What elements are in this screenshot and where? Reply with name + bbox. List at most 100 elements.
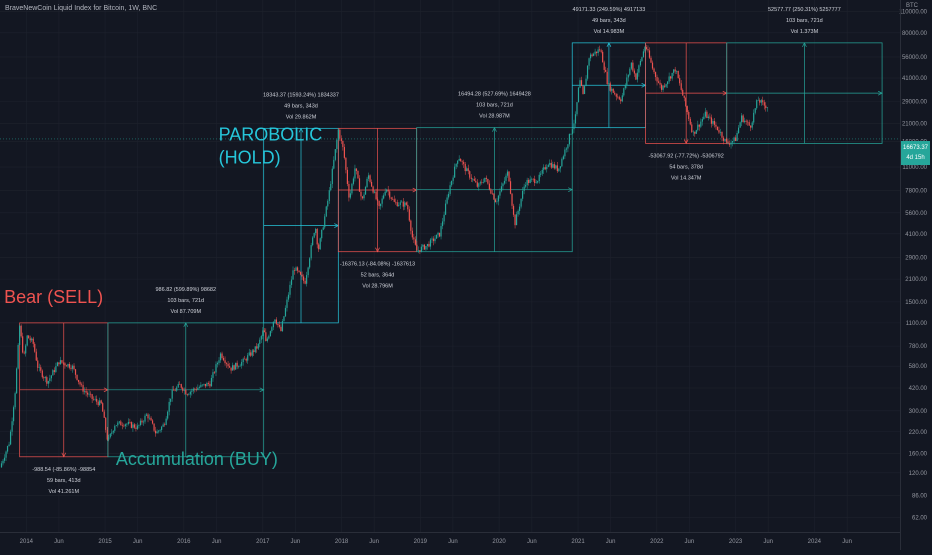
candle-body (183, 389, 185, 391)
candle-body (309, 258, 311, 268)
candle-body (293, 270, 296, 271)
candle-body (227, 363, 229, 367)
candle-body (150, 417, 152, 421)
candle-body (25, 345, 27, 354)
candle-body (531, 178, 533, 180)
candle-body (188, 394, 190, 396)
time-tick-label: Jun (527, 539, 537, 545)
candle-body (129, 422, 131, 423)
candle-body (58, 362, 60, 365)
candle-body (623, 88, 625, 96)
candle-body (722, 137, 725, 141)
candle-body (318, 244, 320, 250)
candle-body (583, 86, 586, 94)
candle-body (431, 238, 433, 240)
annotation-label: (HOLD) (219, 147, 281, 167)
candle-body (244, 358, 246, 360)
candle-body (390, 197, 392, 199)
candle-body (381, 198, 383, 204)
candle-body (330, 184, 332, 191)
candle-body (508, 171, 510, 182)
candle-body (141, 420, 143, 423)
candle-body (201, 384, 203, 386)
candle-body (488, 183, 490, 190)
cycle-stat-label: 52577.77 (250.31%) 5257777 (768, 7, 841, 13)
price-tick-label: 4100.00 (905, 232, 927, 238)
cycle-arrow-vertical (802, 42, 807, 48)
candle-body (668, 76, 670, 82)
candle-body (529, 179, 531, 183)
candle-body (567, 144, 569, 149)
time-axis[interactable] (0, 532, 900, 551)
candle-body (600, 50, 602, 52)
candle-body (573, 123, 575, 130)
price-tick-label: 780.00 (909, 344, 928, 350)
candle-body (392, 198, 394, 200)
candle-body (28, 335, 30, 339)
candle-body (747, 121, 749, 123)
candle-body (411, 230, 413, 238)
candle-body (197, 387, 199, 390)
candle-body (275, 319, 278, 324)
candle-body (670, 76, 672, 79)
candle-body (148, 417, 151, 419)
candle-body (219, 353, 222, 361)
candle-body (145, 414, 148, 416)
price-tick-label: 580.00 (909, 364, 928, 370)
candle-body (287, 294, 290, 300)
price-axis[interactable] (900, 0, 932, 550)
cycle-stat-label: Vol 28.987M (479, 114, 510, 120)
cycle-arrow-vertical (683, 139, 689, 145)
candle-body (44, 377, 46, 379)
candle-body (289, 284, 291, 295)
candle-body (182, 387, 184, 391)
candle-body (522, 190, 524, 199)
candle-body (526, 179, 528, 186)
candle-body (662, 85, 664, 90)
cycle-stat-label: -16376.13 (-84.08%) -1637613 (340, 262, 415, 268)
candle-body (605, 69, 607, 72)
candle-body (440, 226, 442, 237)
candle-body (355, 168, 358, 171)
candle-body (543, 167, 545, 170)
candle-body (138, 424, 140, 426)
candle-body (369, 175, 371, 182)
candle-body (64, 363, 66, 366)
candle-body (565, 148, 568, 150)
candle-body (3, 457, 6, 461)
cycle-stat-label: 49 bars, 343d (592, 18, 626, 24)
candle-body (274, 319, 276, 322)
candle-body (416, 244, 418, 251)
candle-body (671, 72, 673, 79)
candle-body (61, 360, 63, 363)
candle-body (171, 389, 173, 399)
candle-body (437, 232, 439, 235)
candle-body (709, 116, 711, 118)
candle-body (29, 338, 31, 341)
candle-body (401, 201, 403, 203)
candle-body (225, 363, 228, 364)
candle-body (541, 169, 543, 174)
candle-body (609, 83, 611, 91)
time-tick-label: Jun (763, 539, 773, 545)
candle-body (157, 430, 160, 432)
candle-body (633, 70, 635, 74)
cycle-arrow-vertical (61, 452, 67, 458)
candle-body (627, 74, 629, 78)
candle-body (673, 69, 675, 73)
candle-body (580, 80, 583, 87)
price-tick-label: 300.00 (909, 409, 928, 415)
candle-body (588, 58, 590, 66)
time-tick-label: Jun (606, 539, 616, 545)
candle-body (685, 97, 687, 107)
candle-body (686, 106, 688, 113)
candle-body (342, 140, 344, 148)
candle-body (26, 335, 28, 346)
candle-body (186, 394, 188, 396)
candle-body (88, 393, 90, 395)
candle-body (617, 96, 619, 98)
candle-body (467, 168, 469, 172)
candle-body (626, 77, 628, 86)
candle-body (404, 202, 406, 207)
